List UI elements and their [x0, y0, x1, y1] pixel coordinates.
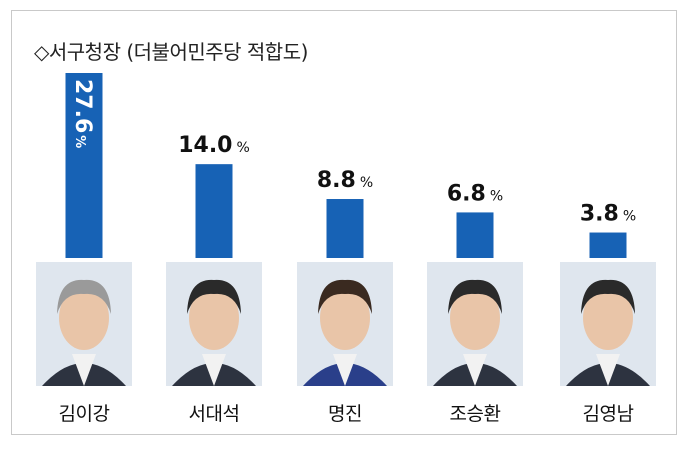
- candidate-name-조승환: 조승환: [449, 403, 501, 425]
- person-photo-icon: [560, 262, 656, 386]
- candidate-name-김이강: 김이강: [58, 403, 110, 425]
- person-photo-icon: [166, 262, 262, 386]
- svg-text:27.6%: 27.6%: [70, 79, 95, 148]
- value-label-조승환: 6.8%: [447, 181, 503, 206]
- bar-명진: [326, 199, 364, 258]
- bar-조승환: [456, 212, 494, 258]
- candidate-name-김영남: 김영남: [582, 403, 634, 425]
- value-label-김이강: 27.6%: [70, 79, 95, 148]
- person-photo-icon: [427, 262, 523, 386]
- value-label-김영남: 3.8%: [580, 202, 636, 227]
- value-label-명진: 8.8%: [317, 168, 373, 193]
- chart-title: ◇서구청장 (더불어민주당 적합도): [34, 40, 308, 64]
- candidate-name-서대석: 서대석: [188, 403, 240, 425]
- person-photo-icon: [297, 262, 393, 386]
- bar-김영남: [589, 232, 627, 258]
- person-photo-icon: [36, 262, 132, 386]
- bar-김이강: [65, 73, 103, 258]
- value-label-서대석: 14.0%: [178, 133, 250, 158]
- bar-서대석: [195, 164, 233, 258]
- candidate-name-명진: 명진: [328, 403, 362, 425]
